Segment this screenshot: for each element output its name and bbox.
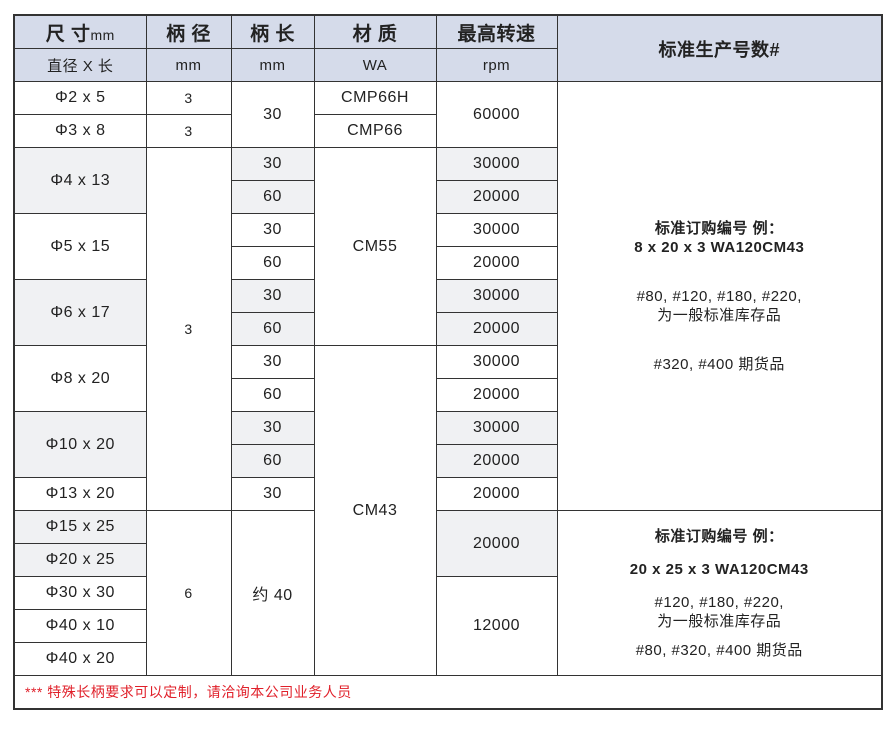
table-row: 60 20000	[14, 312, 882, 346]
speed-cell: 60000	[435, 81, 558, 148]
speed-cell: 30000	[435, 279, 558, 313]
table-row: Φ3 x 8 3 CMP66	[13, 114, 882, 148]
table-row: Φ13 x 20 30 20000	[13, 477, 882, 511]
shank-len-cell: 30	[230, 279, 315, 313]
size-cell: Φ13 x 20	[13, 477, 147, 511]
notes-title: 标准订购编号 例：	[654, 527, 784, 545]
table-row: 60 20000	[14, 378, 882, 412]
shank-dia-cell: 3	[145, 114, 232, 148]
header-material: 材 质	[313, 14, 437, 49]
table-row: Φ5 x 15 30 30000	[13, 213, 882, 280]
notes-line: #320, #400 期货品	[653, 355, 785, 373]
shank-len-cell: 30	[230, 411, 315, 445]
shank-len-cell: 60	[230, 246, 315, 280]
header-size: 尺 寸mm	[13, 14, 147, 49]
header-size-label: 尺 寸	[45, 23, 91, 45]
speed-cell: 20000	[435, 312, 558, 346]
header-shank-len: 柄 长	[230, 14, 315, 49]
subheader-size: 直径 X 长	[13, 48, 147, 82]
shank-len-cell: 60	[230, 444, 315, 478]
shank-len-cell: 30	[230, 477, 315, 511]
speed-cell: 30000	[435, 411, 558, 445]
subheader-material: WA	[313, 48, 437, 82]
notes-line: 为一般标准库存品	[657, 612, 782, 630]
shank-len-cell: 约 40	[230, 510, 315, 676]
notes-example: 8 x 20 x 3 WA120CM43	[634, 238, 805, 256]
size-cell: Φ4 x 13	[13, 147, 147, 214]
table-row: Φ20 x 25	[13, 543, 882, 577]
shank-dia-cell: 3	[145, 81, 232, 115]
shank-len-cell: 60	[230, 378, 315, 412]
speed-cell: 20000	[435, 477, 558, 511]
shank-len-cell: 30	[230, 213, 315, 247]
material-cell: CM43	[313, 345, 437, 676]
header-std-grit: 标准生产号数#	[556, 14, 883, 82]
subheader-speed: rpm	[435, 48, 558, 82]
table-row: Φ2 x 5 3 30 CMP66H 60000 标准订购编号 例： 8 x 2…	[13, 81, 883, 511]
subheader-dia: mm	[145, 48, 232, 82]
size-cell: Φ20 x 25	[13, 543, 147, 577]
speed-cell: 20000	[435, 180, 558, 214]
order-notes-1: 标准订购编号 例： 8 x 20 x 3 WA120CM43 #80, #120…	[556, 81, 883, 511]
speed-cell: 12000	[435, 576, 558, 676]
table-row: Φ10 x 20 30 30000	[13, 411, 882, 478]
footer-row: *** 特殊长柄要求可以定制，请洽询本公司业务人员	[13, 675, 883, 710]
size-cell: Φ3 x 8	[13, 114, 147, 148]
material-cell: CMP66H	[313, 81, 437, 115]
material-cell: CMP66	[313, 114, 437, 148]
subheader-len: mm	[230, 48, 315, 82]
shank-len-cell: 60	[230, 180, 315, 214]
size-cell: Φ2 x 5	[13, 81, 147, 115]
speed-cell: 20000	[435, 246, 558, 280]
subheader-row: 直径 X 长 mm mm WA rpm	[13, 48, 882, 82]
table-row: 60 20000	[14, 444, 882, 478]
shank-dia-cell: 3	[145, 147, 232, 511]
notes-line: #80, #320, #400 期货品	[635, 641, 803, 659]
header-size-unit: mm	[90, 26, 115, 43]
shank-len-cell: 60	[230, 312, 315, 346]
table-row: Φ30 x 30 12000	[13, 576, 882, 676]
speed-cell: 30000	[435, 147, 558, 181]
size-cell: Φ15 x 25	[13, 510, 147, 544]
material-cell: CM55	[313, 147, 437, 346]
header-max-speed: 最高转速	[435, 14, 558, 49]
size-cell: Φ8 x 20	[13, 345, 147, 412]
speed-cell: 20000	[435, 510, 558, 577]
size-cell: Φ40 x 20	[13, 642, 147, 676]
notes-title: 标准订购编号 例：	[654, 219, 784, 237]
notes-line: 为一般标准库存品	[657, 306, 782, 324]
notes-example: 20 x 25 x 3 WA120CM43	[629, 560, 809, 578]
shank-len-cell: 30	[230, 81, 315, 148]
shank-len-cell: 30	[230, 147, 315, 181]
speed-cell: 30000	[435, 213, 558, 247]
notes-line: #120, #180, #220,	[654, 593, 784, 611]
size-cell: Φ5 x 15	[13, 213, 147, 280]
header-shank-dia: 柄 径	[145, 14, 232, 49]
table-row: Φ15 x 25 6 约 40 20000 标准订购编号 例： 20 x 25 …	[13, 510, 883, 676]
table-row: Φ6 x 17 30 30000	[13, 279, 882, 346]
order-notes-2: 标准订购编号 例： 20 x 25 x 3 WA120CM43 #120, #1…	[556, 510, 883, 676]
shank-len-cell: 30	[230, 345, 315, 379]
size-cell: Φ30 x 30	[13, 576, 147, 610]
spec-table: 尺 寸mm 柄 径 柄 长 材 质 最高转速 标准生产号数# 直径 X 长 mm…	[13, 14, 883, 710]
speed-cell: 30000	[435, 345, 558, 379]
speed-cell: 20000	[435, 444, 558, 478]
header-row: 尺 寸mm 柄 径 柄 长 材 质 最高转速 标准生产号数#	[13, 14, 883, 82]
size-cell: Φ40 x 10	[13, 609, 147, 643]
notes-line: #80, #120, #180, #220,	[636, 287, 802, 305]
table-row: Φ4 x 13 3 30 CM55 30000	[13, 147, 882, 511]
size-cell: Φ10 x 20	[13, 411, 147, 478]
table-row: Φ40 x 20	[13, 642, 882, 676]
shank-dia-cell: 6	[145, 510, 232, 676]
footer-note: *** 特殊长柄要求可以定制，请洽询本公司业务人员	[13, 675, 883, 710]
speed-cell: 20000	[435, 378, 558, 412]
size-cell: Φ6 x 17	[13, 279, 147, 346]
